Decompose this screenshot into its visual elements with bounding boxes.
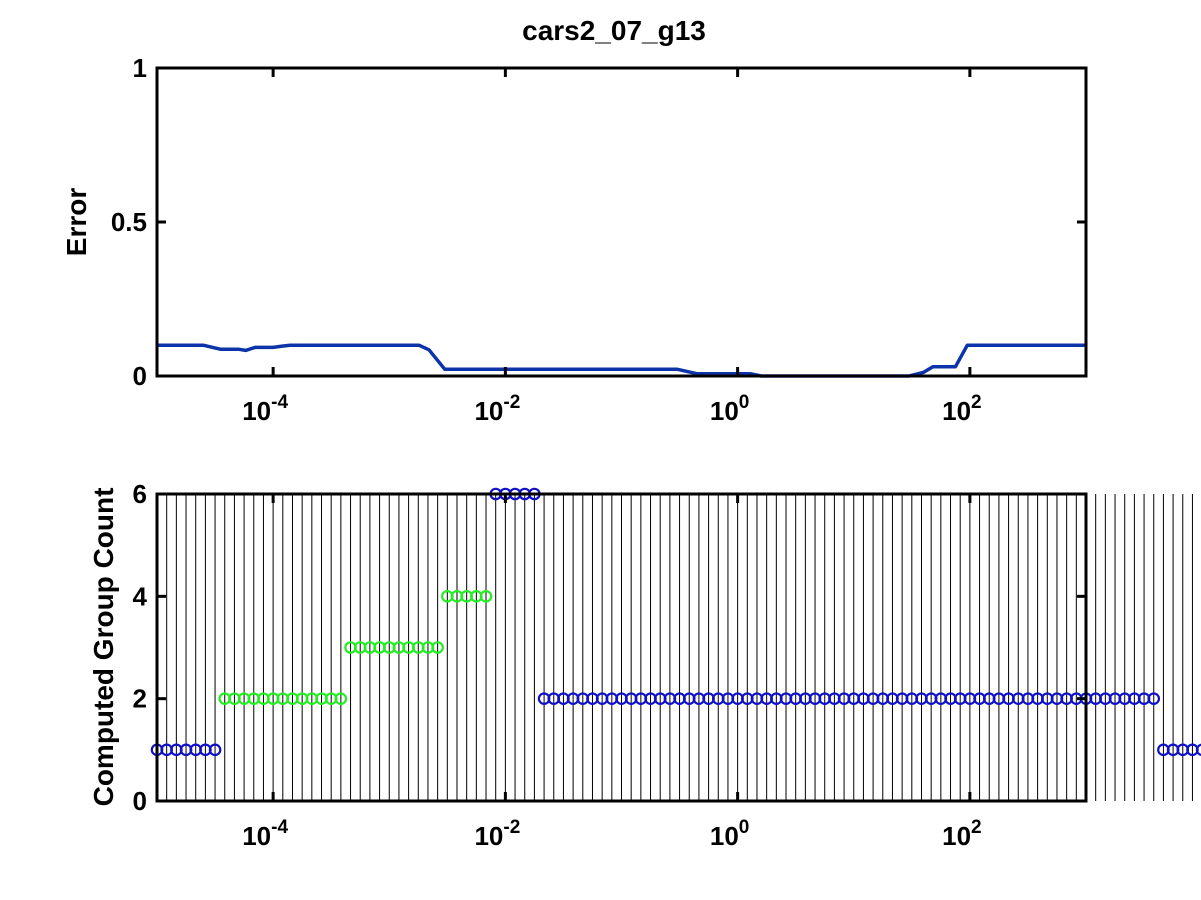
error-panel: 00.51 10-4 10-2 100 102 Error xyxy=(61,53,1088,426)
group-count-point xyxy=(431,641,444,654)
x-tick-exponent: -2 xyxy=(503,392,520,413)
x-tick-label: 102 xyxy=(942,392,982,426)
x-tick-exponent: -2 xyxy=(503,817,520,838)
y-tick-label: 6 xyxy=(133,479,147,509)
x-tick-exponent: 0 xyxy=(739,392,750,413)
error-plot-area xyxy=(157,343,1086,378)
group-count-x-tick-labels: 10-4 10-2 100 102 xyxy=(242,817,981,851)
x-tick-label: 102 xyxy=(942,817,982,851)
x-tick-base: 10 xyxy=(474,821,503,851)
group-count-point xyxy=(479,590,493,603)
y-tick-label: 4 xyxy=(133,581,148,611)
group-count-y-axis-label: Computed Group Count xyxy=(88,488,119,807)
group-count-point xyxy=(1147,692,1161,705)
error-y-axis-label: Error xyxy=(61,188,92,257)
x-tick-exponent: 0 xyxy=(739,817,750,838)
x-tick-base: 10 xyxy=(474,396,503,426)
x-tick-base: 10 xyxy=(242,821,271,851)
x-tick-label: 100 xyxy=(710,817,750,851)
error-axes-frame xyxy=(155,66,1088,378)
x-tick-base: 10 xyxy=(942,396,971,426)
x-tick-label: 10-2 xyxy=(474,817,520,851)
x-tick-label: 10-4 xyxy=(242,392,288,426)
group-count-axes-frame xyxy=(155,492,1088,803)
group-count-stems xyxy=(156,494,1193,801)
y-tick-label: 0 xyxy=(133,361,147,391)
x-tick-label: 10-4 xyxy=(242,817,288,851)
group-count-y-tick-labels: 0 2 4 6 xyxy=(133,479,148,816)
y-tick-label: 2 xyxy=(133,684,147,714)
x-tick-exponent: -4 xyxy=(271,817,288,838)
x-tick-label: 10-2 xyxy=(474,392,520,426)
x-tick-exponent: 2 xyxy=(971,817,982,838)
chart-title: cars2_07_g13 xyxy=(522,15,706,46)
x-tick-exponent: -4 xyxy=(271,392,288,413)
x-tick-base: 10 xyxy=(942,821,971,851)
x-tick-exponent: 2 xyxy=(971,392,982,413)
error-tick-marks xyxy=(157,66,1086,378)
group-count-point xyxy=(334,692,348,705)
x-tick-label: 100 xyxy=(710,392,750,426)
y-tick-label: 0 xyxy=(133,786,147,816)
group-count-point xyxy=(1195,743,1201,757)
x-tick-base: 10 xyxy=(710,821,739,851)
group-count-point xyxy=(208,743,222,757)
group-count-markers xyxy=(150,487,1201,757)
y-tick-label: 0.5 xyxy=(111,207,147,237)
x-tick-base: 10 xyxy=(710,396,739,426)
group-count-tick-marks xyxy=(157,492,1086,803)
error-series-line xyxy=(157,343,1086,378)
error-y-tick-labels: 00.51 xyxy=(111,53,147,391)
x-tick-base: 10 xyxy=(242,396,271,426)
y-tick-label: 1 xyxy=(133,53,147,83)
error-x-tick-labels: 10-4 10-2 100 102 xyxy=(242,392,981,426)
